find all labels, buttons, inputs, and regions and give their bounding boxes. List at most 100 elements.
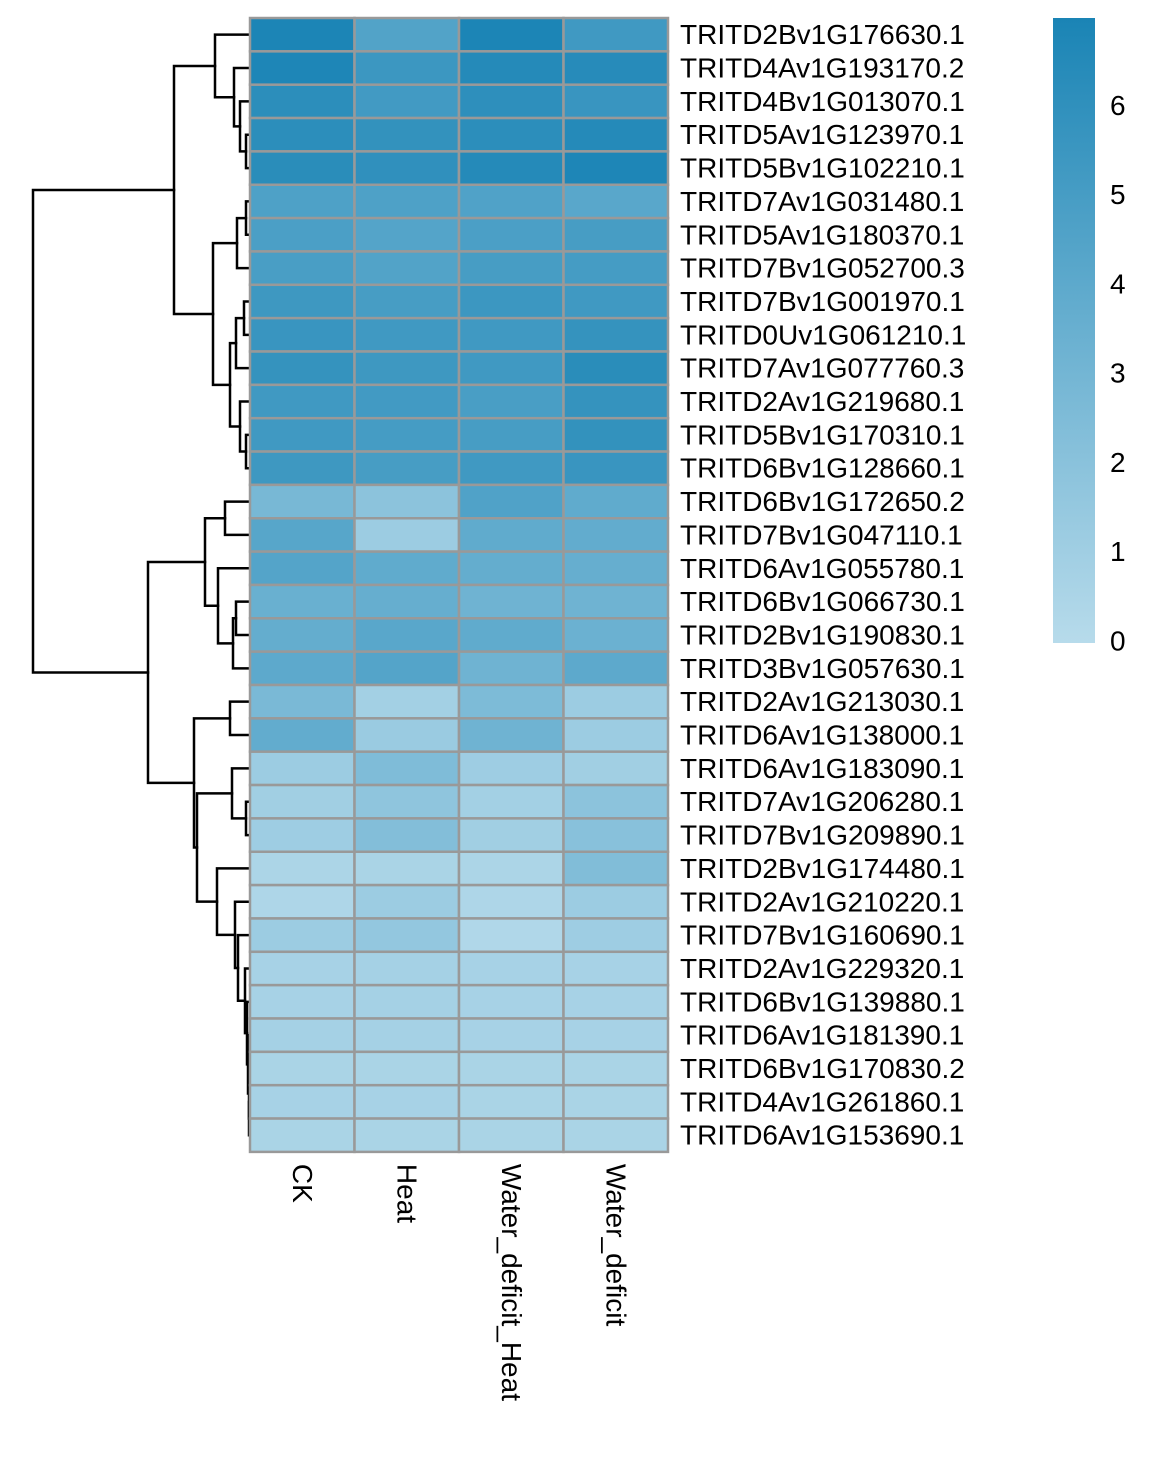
heatmap-cell xyxy=(562,483,670,520)
dendrogram-branch xyxy=(230,767,252,820)
heatmap-cell xyxy=(457,283,565,320)
heatmap-cell xyxy=(457,983,565,1020)
heatmap-cell xyxy=(353,917,461,954)
column-label: Heat xyxy=(391,1164,422,1223)
row-label: TRITD2Bv1G190830.1 xyxy=(680,619,965,650)
heatmap-cell xyxy=(248,1083,356,1120)
legend-tick-label: 2 xyxy=(1110,447,1126,478)
heatmap-cell xyxy=(562,116,670,153)
heatmap-cell xyxy=(353,250,461,287)
heatmap-cell xyxy=(353,583,461,620)
heatmap-cell xyxy=(248,717,356,753)
heatmap-cell xyxy=(248,917,356,954)
heatmap-cell xyxy=(248,650,356,687)
row-label: TRITD2Av1G213030.1 xyxy=(680,686,964,717)
column-label: Water_deficit xyxy=(600,1164,631,1327)
heatmap-cell xyxy=(353,383,461,420)
dendrogram-branch xyxy=(228,700,252,737)
heatmap-cell xyxy=(562,50,670,86)
heatmap-cell xyxy=(353,617,461,653)
dendrogram-branch xyxy=(223,500,252,537)
heatmap-cell xyxy=(353,1083,461,1120)
heatmap-cell xyxy=(353,717,461,753)
heatmap-cell xyxy=(353,1117,461,1154)
heatmap-cell xyxy=(248,950,356,987)
heatmap-cell xyxy=(353,450,461,487)
heatmap-cell xyxy=(562,550,670,587)
dendrogram-branch xyxy=(234,600,252,637)
dendrogram-branch xyxy=(172,64,217,316)
heatmap-cell xyxy=(457,450,565,487)
heatmap-cell xyxy=(562,83,670,120)
dendrogram-branch xyxy=(146,560,207,785)
heatmap-cell xyxy=(457,150,565,186)
legend-tick-label: 1 xyxy=(1110,536,1126,567)
heatmap-cell xyxy=(353,283,461,320)
color-legend: 0 1 2 3 4 5 6 xyxy=(1053,18,1126,657)
row-label: TRITD7Av1G031480.1 xyxy=(680,186,964,217)
column-label: Water_deficit_Heat xyxy=(496,1164,527,1401)
heatmap-cell xyxy=(562,850,670,887)
heatmap-cell xyxy=(562,1117,670,1154)
heatmap-cell xyxy=(353,350,461,387)
dendrogram-branch xyxy=(235,216,252,270)
row-label: TRITD7Bv1G047110.1 xyxy=(680,519,963,550)
heatmap-cell xyxy=(562,817,670,854)
heatmap-cell xyxy=(248,1017,356,1054)
heatmap-cell xyxy=(353,517,461,553)
row-label: TRITD6Av1G138000.1 xyxy=(680,720,964,751)
heatmap-cell xyxy=(248,1117,356,1154)
heatmap-cell xyxy=(353,783,461,820)
row-label: TRITD5Av1G180370.1 xyxy=(680,219,964,250)
heatmap-cell xyxy=(248,83,356,120)
row-label: TRITD6Bv1G139880.1 xyxy=(680,986,965,1017)
heatmap-cell xyxy=(457,250,565,287)
heatmap-cell xyxy=(457,216,565,253)
heatmap-cell xyxy=(457,583,565,620)
heatmap-cell xyxy=(562,1083,670,1120)
heatmap-cell xyxy=(248,783,356,820)
heatmap-cells xyxy=(248,16,670,1154)
heatmap-cell xyxy=(457,1017,565,1054)
heatmap-cell xyxy=(353,416,461,453)
heatmap-cell xyxy=(353,817,461,854)
heatmap-cell xyxy=(248,617,356,653)
row-label: TRITD2Bv1G176630.1 xyxy=(680,19,965,50)
heatmap-cell xyxy=(562,883,670,920)
heatmap-cell xyxy=(562,150,670,186)
heatmap-cell xyxy=(457,1050,565,1087)
heatmap-cell xyxy=(562,350,670,387)
heatmap-cell xyxy=(353,550,461,587)
heatmap-cell xyxy=(353,216,461,253)
heatmap-cell xyxy=(562,683,670,720)
heatmap-cell xyxy=(457,683,565,720)
row-label: TRITD6Av1G181390.1 xyxy=(680,1020,964,1051)
row-label: TRITD6Bv1G172650.2 xyxy=(680,486,965,517)
dendrogram-branch xyxy=(31,188,176,674)
heatmap-cell xyxy=(353,116,461,153)
heatmap-cell xyxy=(457,350,565,387)
legend-tick-label: 3 xyxy=(1110,358,1126,389)
heatmap-cell xyxy=(248,383,356,420)
heatmap-cell xyxy=(457,383,565,420)
column-labels: CK Heat Water_deficit_Heat Water_deficit xyxy=(287,1164,632,1401)
heatmap-cell xyxy=(457,850,565,887)
row-label: TRITD5Bv1G170310.1 xyxy=(680,419,965,450)
heatmap-cell xyxy=(562,650,670,687)
row-label: TRITD6Av1G153690.1 xyxy=(680,1120,964,1151)
heatmap-cell xyxy=(457,883,565,920)
heatmap-cell xyxy=(248,483,356,520)
heatmap-cell xyxy=(457,1083,565,1120)
row-label: TRITD2Av1G210220.1 xyxy=(680,886,964,917)
heatmap-cell xyxy=(562,583,670,620)
row-label: TRITD7Av1G206280.1 xyxy=(680,786,964,817)
heatmap-cell xyxy=(562,517,670,553)
heatmap-cell xyxy=(248,750,356,787)
heatmap-cell xyxy=(562,450,670,487)
row-label: TRITD2Bv1G174480.1 xyxy=(680,853,965,884)
heatmap-cell xyxy=(562,617,670,653)
row-label: TRITD2Av1G229320.1 xyxy=(680,953,964,984)
row-label: TRITD6Av1G183090.1 xyxy=(680,753,964,784)
heatmap-cell xyxy=(248,116,356,153)
heatmap-cell xyxy=(248,883,356,920)
